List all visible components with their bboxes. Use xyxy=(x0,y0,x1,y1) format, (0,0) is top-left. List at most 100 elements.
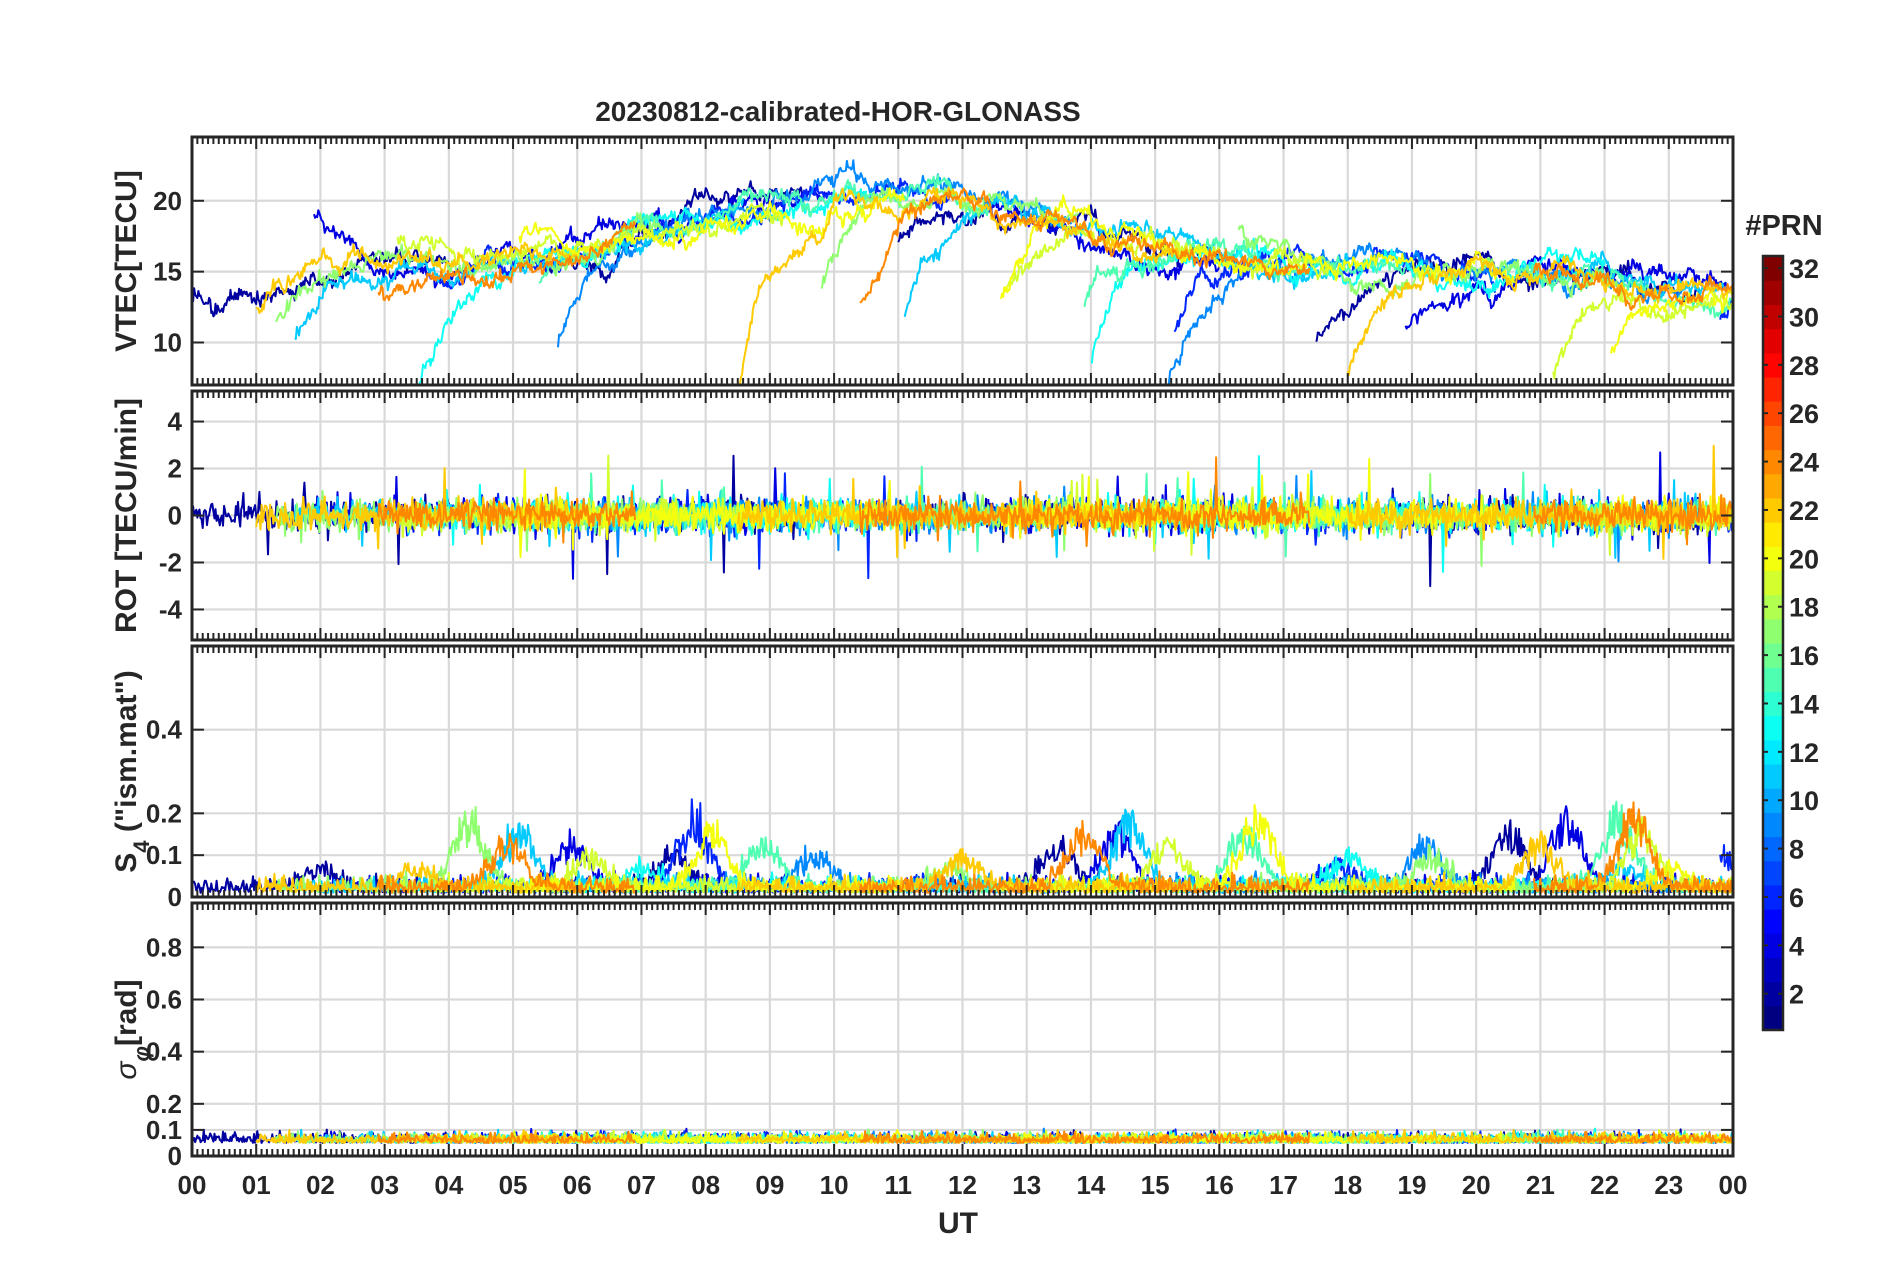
panel-series xyxy=(192,1127,1733,1144)
x-tick-label: 15 xyxy=(1141,1170,1170,1200)
y-tick-label: 10 xyxy=(153,327,182,357)
colorbar-tick-label: 28 xyxy=(1789,351,1819,381)
x-tick-label: 01 xyxy=(242,1170,271,1200)
series-line-prn-24 xyxy=(377,832,636,894)
y-tick-label: 15 xyxy=(153,257,182,287)
x-tick-label: 02 xyxy=(306,1170,335,1200)
colorbar-swatch xyxy=(1763,909,1783,934)
colorbar-swatch xyxy=(1763,328,1783,354)
series-line-prn-24 xyxy=(377,490,636,544)
colorbar-swatch xyxy=(1763,522,1783,547)
x-tick-label: 20 xyxy=(1462,1170,1491,1200)
y-tick-label: 0.4 xyxy=(146,715,183,745)
x-axis-label: UT xyxy=(938,1207,978,1240)
y-axis-label: S4 ("ism.mat") xyxy=(110,670,154,872)
chart-title: 20230812-calibrated-HOR-GLONASS xyxy=(595,96,1081,127)
x-tick-label: 18 xyxy=(1333,1170,1362,1200)
colorbar-swatch xyxy=(1763,1005,1783,1031)
colorbar-swatch xyxy=(1763,256,1783,281)
series-line-prn-19 xyxy=(1552,292,1733,380)
colorbar-swatch xyxy=(1763,812,1783,838)
series-line-prn-20 xyxy=(1000,194,1516,300)
y-tick-label: -2 xyxy=(159,547,182,577)
colorbar-tick-label: 26 xyxy=(1789,399,1819,429)
series-line-prn-24 xyxy=(859,1129,1311,1144)
y-tick-label: 0.8 xyxy=(146,932,182,962)
colorbar-tick-label: 30 xyxy=(1789,302,1819,332)
series-line-prn-24 xyxy=(859,187,1311,304)
series-line-prn-15 xyxy=(1083,236,1407,308)
panel-4: 00.10.2 0.4 0.6 0.8 σφ[rad] xyxy=(110,901,1735,1171)
x-tick-label: 03 xyxy=(370,1170,399,1200)
series-line-prn-22 xyxy=(736,847,1189,894)
y-tick-label: 0.2 xyxy=(146,798,182,828)
x-tick-label: 00 xyxy=(178,1170,207,1200)
colorbar-tick-label: 32 xyxy=(1789,254,1819,284)
y-tick-label: -4 xyxy=(159,594,183,624)
x-tick-label: 16 xyxy=(1205,1170,1234,1200)
y-tick-label: 0.1 xyxy=(146,840,182,870)
colorbar-tick-label: 22 xyxy=(1789,496,1819,526)
colorbar-swatch xyxy=(1763,497,1783,523)
x-tick-label: 06 xyxy=(563,1170,592,1200)
colorbar-swatch xyxy=(1763,884,1783,910)
colorbar-swatch xyxy=(1763,618,1783,644)
x-tick-label: 14 xyxy=(1076,1170,1105,1200)
colorbar-swatch xyxy=(1763,280,1783,305)
y-tick-label: 20 xyxy=(153,186,182,216)
series-line-prn-19 xyxy=(396,846,784,894)
x-tick-label: 00 xyxy=(1719,1170,1748,1200)
x-tick-label: 21 xyxy=(1526,1170,1555,1200)
panel-grid xyxy=(192,903,1733,1156)
colorbar-tick-label: 20 xyxy=(1789,544,1819,574)
series-line-prn-24 xyxy=(377,220,636,302)
colorbar-swatch xyxy=(1763,739,1783,765)
panel-ticks xyxy=(191,903,1734,1157)
colorbar-swatch xyxy=(1763,376,1783,402)
colorbar-tick-label: 2 xyxy=(1789,980,1804,1010)
colorbar-tick-label: 24 xyxy=(1789,448,1819,478)
series-line-prn-20 xyxy=(518,1129,906,1144)
colorbar-swatch xyxy=(1763,570,1783,596)
y-tick-label: 0.6 xyxy=(146,985,182,1015)
colorbar-swatch xyxy=(1763,643,1783,668)
x-tick-label: 12 xyxy=(948,1170,977,1200)
series-line-prn-24 xyxy=(377,1130,636,1144)
colorbar-frame xyxy=(1761,254,1785,1032)
x-tick-label: 09 xyxy=(755,1170,784,1200)
y-tick-label: 0 xyxy=(168,882,182,912)
colorbar-swatch xyxy=(1763,594,1783,620)
panel-ticks xyxy=(191,646,1734,898)
series-line-prn-24 xyxy=(858,819,1311,894)
panel-series xyxy=(192,444,1733,588)
panel-series xyxy=(192,159,1733,385)
colorbar-swatch xyxy=(1763,763,1783,789)
colorbar-tick-label: 14 xyxy=(1789,689,1819,719)
panel-1: 10 15 20 VTEC[TECU] xyxy=(110,135,1735,387)
colorbar-swatch xyxy=(1763,933,1783,959)
series-line-prn-20 xyxy=(1610,288,1733,354)
y-tick-label: 0 xyxy=(168,501,182,531)
colorbar-swatch xyxy=(1763,473,1783,499)
x-tick-labels: 00 01 02 03 04 05 06 07 08 09 10 11 12 13 14 15 16 17 18 19… xyxy=(178,1170,1748,1200)
series-line-prn-6 xyxy=(1719,844,1733,872)
colorbar-tick-label: 18 xyxy=(1789,593,1819,623)
colorbar-swatch xyxy=(1763,352,1783,378)
colorbar-tick-label: 4 xyxy=(1789,931,1804,961)
y-tick-label: 2 xyxy=(168,454,182,484)
panel-ticks xyxy=(191,137,1734,385)
colorbar-swatch xyxy=(1763,788,1783,813)
series-line-prn-24 xyxy=(1533,1131,1733,1144)
colorbar-swatch xyxy=(1763,449,1783,475)
colorbar-swatch xyxy=(1763,304,1783,330)
colorbar-tick-label: 16 xyxy=(1789,641,1819,671)
colorbar-swatch xyxy=(1763,860,1783,886)
x-tick-label: 17 xyxy=(1269,1170,1298,1200)
x-tick-label: 08 xyxy=(691,1170,720,1200)
y-tick-label: 0.2 xyxy=(146,1089,182,1119)
series-line-prn-24 xyxy=(1533,262,1733,311)
colorbar-swatch xyxy=(1763,957,1783,983)
series-line-prn-6 xyxy=(1719,299,1733,320)
y-axis-label: σφ[rad] xyxy=(110,979,154,1079)
